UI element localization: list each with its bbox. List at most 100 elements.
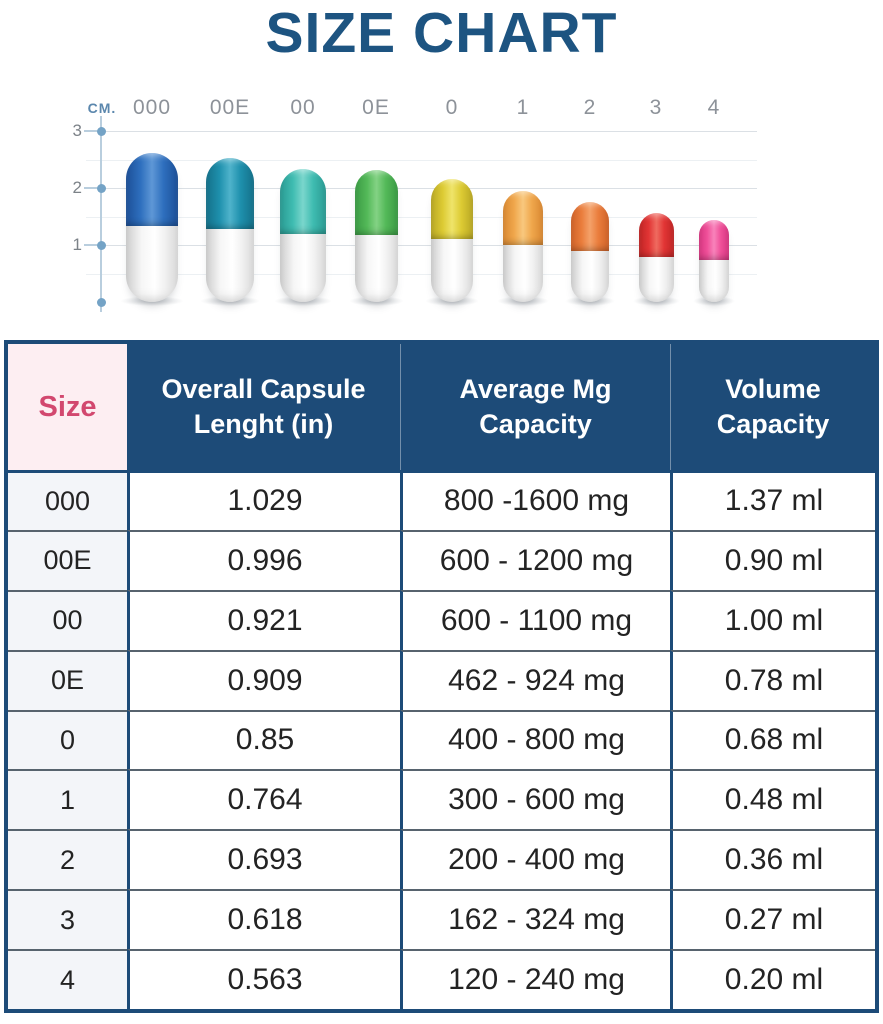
capsule-cap-colored (699, 220, 729, 261)
size-cell-0: 0 (8, 709, 127, 770)
table-cell: 0.68 ml (670, 709, 875, 770)
table-cell: 200 - 400 mg (400, 829, 670, 890)
capsule-cap-colored (126, 153, 178, 226)
capsule-label-3: 3 (649, 96, 663, 119)
capsule-body-white (571, 251, 609, 302)
capsule-label-1: 1 (516, 96, 530, 119)
size-cell-0E: 0E (8, 649, 127, 710)
table-cell: 600 - 1200 mg (400, 529, 670, 590)
capsule-cap-colored (206, 158, 254, 229)
table-cell: 0.618 (127, 889, 400, 950)
table-cell: 0.909 (127, 649, 400, 710)
gridline-2cm (86, 188, 757, 189)
capsule-body-white (431, 239, 473, 302)
size-cell-4: 4 (8, 949, 127, 1009)
header-mg-capacity: Average Mg Capacity (400, 344, 670, 470)
capsule-label-0E: 0E (362, 96, 390, 119)
header-mg-line2: Capacity (479, 409, 592, 439)
capsule-size-chart: CM. 3 2 1 000 00E 00 0E 0 1 2 3 4 (0, 88, 883, 328)
capsule-1 (503, 191, 543, 302)
gridline-3cm (86, 131, 757, 132)
capsule-label-0: 0 (445, 96, 459, 119)
table-cell: 1.00 ml (670, 589, 875, 650)
capsule-body-white (126, 226, 178, 302)
capsule-label-00: 00 (290, 96, 316, 119)
size-cell-2: 2 (8, 829, 127, 890)
capsule-cap-colored (503, 191, 543, 246)
size-cell-000: 000 (8, 470, 127, 530)
header-mg-line1: Average Mg (459, 373, 612, 404)
capsule-label-4: 4 (707, 96, 721, 119)
table-cell: 0.693 (127, 829, 400, 890)
table-cell: 600 - 1100 mg (400, 589, 670, 650)
gridline-2.5cm (86, 159, 757, 161)
y-tick-label-2: 2 (72, 178, 82, 197)
capsule-cap-colored (571, 202, 609, 251)
capsule-4 (699, 220, 729, 302)
y-tick-mark-1 (84, 244, 97, 246)
table-cell: 462 - 924 mg (400, 649, 670, 710)
header-volume-capacity: Volume Capacity (670, 344, 875, 470)
table-cell: 162 - 324 mg (400, 889, 670, 950)
capsule-0E (354, 170, 398, 302)
axis-unit-label: CM. (87, 100, 117, 116)
table-cell: 0.563 (127, 949, 400, 1009)
capsule-00E (206, 158, 254, 302)
y-tick-mark-3 (84, 130, 97, 132)
capsule-body-white (699, 260, 729, 302)
table-cell: 0.27 ml (670, 889, 875, 950)
size-cell-00E: 00E (8, 529, 127, 590)
header-length-line2: Lenght (in) (193, 409, 334, 439)
table-cell: 400 - 800 mg (400, 709, 670, 770)
table-cell: 120 - 240 mg (400, 949, 670, 1009)
table-cell: 300 - 600 mg (400, 769, 670, 830)
gridline-1.5cm (86, 216, 757, 218)
table-cell: 0.90 ml (670, 529, 875, 590)
table-cell: 0.48 ml (670, 769, 875, 830)
table-cell: 0.20 ml (670, 949, 875, 1009)
axis-dot-2 (96, 183, 106, 193)
capsule-3 (638, 213, 674, 302)
capsule-000 (126, 153, 178, 302)
y-tick-mark-2 (84, 187, 97, 189)
y-axis-line (100, 116, 102, 312)
axis-dot-1 (96, 240, 106, 250)
capsule-body-white (503, 245, 543, 302)
table-cell: 0.764 (127, 769, 400, 830)
capsule-00 (280, 169, 326, 302)
size-cell-1: 1 (8, 769, 127, 830)
axis-dot-0 (96, 297, 106, 307)
gridline-0.5cm (86, 273, 757, 275)
header-volume-line2: Capacity (716, 409, 830, 439)
capsule-body-white (354, 234, 398, 302)
header-length-line1: Overall Capsule (161, 373, 366, 404)
table-cell: 0.921 (127, 589, 400, 650)
capsule-cap-colored (280, 169, 326, 235)
capsule-label-00E: 00E (209, 96, 251, 119)
table-cell: 0.85 (127, 709, 400, 770)
header-length: Overall Capsule Lenght (in) (127, 344, 400, 470)
y-tick-label-1: 1 (72, 235, 82, 254)
capsule-2 (571, 202, 609, 302)
capsule-size-table: Size Overall Capsule Lenght (in) Average… (4, 340, 879, 1013)
table-cell: 800 -1600 mg (400, 470, 670, 530)
capsule-body-white (206, 228, 254, 302)
size-cell-3: 3 (8, 889, 127, 950)
table-cell: 1.37 ml (670, 470, 875, 530)
table-cell: 0.78 ml (670, 649, 875, 710)
capsule-body-white (638, 256, 674, 302)
table-cell: 1.029 (127, 470, 400, 530)
table-cell: 0.36 ml (670, 829, 875, 890)
gridline-1cm (86, 245, 757, 246)
table-cell: 0.996 (127, 529, 400, 590)
capsule-label-000: 000 (132, 96, 172, 119)
header-size: Size (8, 344, 127, 470)
header-volume-line1: Volume (725, 373, 821, 404)
size-cell-00: 00 (8, 589, 127, 650)
capsule-cap-colored (638, 213, 674, 257)
axis-dot-3 (96, 126, 106, 136)
capsule-cap-colored (431, 179, 473, 240)
page-title: SIZE CHART (265, 1, 618, 65)
y-tick-label-3: 3 (72, 121, 82, 140)
